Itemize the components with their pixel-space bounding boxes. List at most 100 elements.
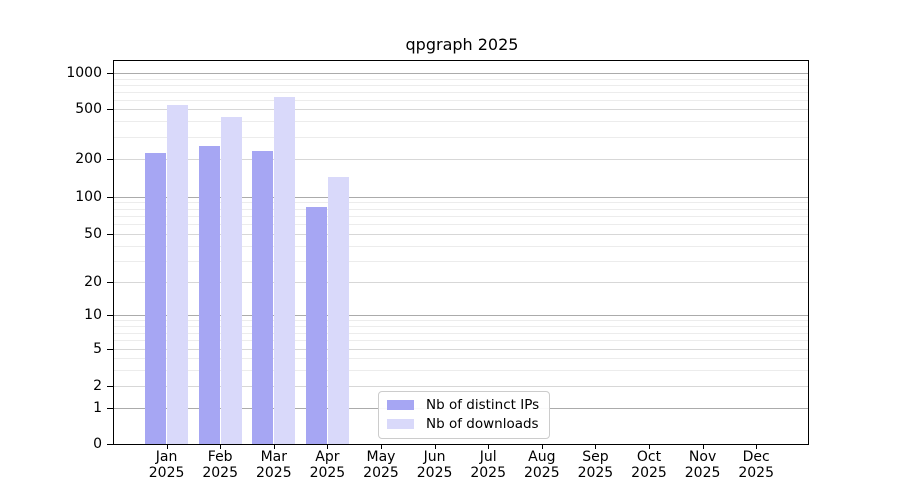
x-tick-mark bbox=[542, 444, 543, 449]
x-tick-month: Apr bbox=[315, 449, 340, 465]
x-tick-mark bbox=[595, 444, 596, 449]
legend-label-distinct-ips: Nb of distinct IPs bbox=[426, 397, 540, 413]
bar-distinct-ips-jan bbox=[145, 153, 167, 444]
x-tick-month: Jan bbox=[155, 449, 178, 465]
gridline-major bbox=[114, 234, 808, 235]
x-tick-month: Jun bbox=[423, 449, 446, 465]
x-tick-year: 2025 bbox=[148, 465, 185, 481]
y-tick-label: 10 bbox=[84, 307, 102, 324]
x-tick-year: 2025 bbox=[631, 465, 667, 481]
y-tick-label: 1 bbox=[93, 400, 102, 417]
legend: Nb of distinct IPs Nb of downloads bbox=[378, 391, 551, 439]
x-tick-year: 2025 bbox=[309, 465, 346, 481]
gridline-minor bbox=[114, 78, 808, 80]
x-tick-mark bbox=[167, 444, 168, 449]
x-tick-month: May bbox=[366, 449, 396, 465]
gridline-minor bbox=[114, 91, 808, 93]
x-tick-mark bbox=[756, 444, 757, 449]
x-tick-mark bbox=[274, 444, 275, 449]
legend-label-downloads: Nb of downloads bbox=[426, 416, 539, 432]
x-tick-year: 2025 bbox=[684, 465, 721, 481]
x-tick-mark bbox=[488, 444, 489, 449]
gridline-minor bbox=[114, 224, 808, 226]
x-tick-label-nov: Nov 2025 bbox=[671, 449, 735, 481]
x-tick-month: Sep bbox=[582, 449, 609, 465]
gridline-minor bbox=[114, 137, 808, 139]
chart-title: qpgraph 2025 bbox=[405, 35, 519, 54]
x-tick-mark bbox=[327, 444, 328, 449]
y-tick-label: 50 bbox=[84, 226, 102, 242]
y-tick-mark bbox=[107, 408, 114, 409]
y-tick-mark bbox=[107, 197, 114, 198]
x-tick-label-apr: Apr 2025 bbox=[295, 449, 359, 481]
gridline-minor bbox=[114, 99, 808, 101]
bar-downloads-jan bbox=[167, 104, 189, 444]
x-tick-month: Feb bbox=[207, 449, 233, 465]
x-tick-mark bbox=[649, 444, 650, 449]
x-tick-month: Aug bbox=[528, 449, 556, 465]
bar-distinct-ips-apr bbox=[305, 207, 327, 444]
y-tick-label: 500 bbox=[75, 101, 102, 118]
bar-downloads-mar bbox=[274, 96, 296, 444]
gridline-major bbox=[114, 196, 808, 198]
gridline-major bbox=[114, 385, 808, 387]
y-tick-label: 100 bbox=[75, 188, 102, 205]
x-tick-mark bbox=[220, 444, 221, 449]
gridline-minor bbox=[114, 260, 808, 262]
x-tick-month: Jul bbox=[479, 449, 497, 465]
bar-distinct-ips-mar bbox=[252, 150, 274, 444]
gridline-major bbox=[114, 281, 808, 283]
x-tick-mark bbox=[435, 444, 436, 449]
y-tick-label: 1000 bbox=[66, 65, 102, 82]
bar-downloads-apr bbox=[327, 177, 349, 444]
x-tick-label-jul: Jul 2025 bbox=[456, 449, 520, 481]
y-tick-mark bbox=[107, 234, 114, 235]
x-tick-year: 2025 bbox=[363, 465, 399, 481]
bar-distinct-ips-feb bbox=[198, 145, 220, 444]
gridline-minor bbox=[114, 369, 808, 371]
y-tick-label: 5 bbox=[93, 341, 102, 358]
y-tick-mark bbox=[107, 315, 114, 316]
gridline-major bbox=[114, 73, 808, 75]
x-tick-year: 2025 bbox=[470, 465, 506, 481]
x-tick-year: 2025 bbox=[255, 465, 292, 481]
legend-item-downloads: Nb of downloads bbox=[387, 416, 539, 432]
x-tick-month: Oct bbox=[636, 449, 662, 465]
x-tick-year: 2025 bbox=[202, 465, 238, 481]
gridline-minor bbox=[114, 320, 808, 322]
y-tick-label: 0 bbox=[93, 436, 102, 452]
legend-item-distinct-ips: Nb of distinct IPs bbox=[387, 397, 539, 413]
y-tick-label: 2 bbox=[93, 377, 102, 394]
x-tick-year: 2025 bbox=[577, 465, 614, 481]
x-tick-year: 2025 bbox=[416, 465, 453, 481]
gridline-minor bbox=[114, 326, 808, 328]
gridline-major bbox=[114, 315, 808, 317]
y-tick-mark bbox=[107, 282, 114, 283]
y-tick-mark bbox=[107, 109, 114, 110]
x-tick-label-jan: Jan 2025 bbox=[135, 449, 199, 481]
gridline-minor bbox=[114, 340, 808, 342]
legend-swatch-downloads bbox=[387, 419, 414, 429]
x-tick-year: 2025 bbox=[523, 465, 560, 481]
x-tick-mark bbox=[381, 444, 382, 449]
y-tick-mark bbox=[107, 386, 114, 387]
y-tick-mark bbox=[107, 349, 114, 350]
gridline-minor bbox=[114, 84, 808, 86]
gridline-minor bbox=[114, 215, 808, 217]
gridline-major bbox=[114, 349, 808, 351]
x-tick-label-oct: Oct 2025 bbox=[617, 449, 681, 481]
y-tick-mark bbox=[107, 73, 114, 74]
plot-area: Nb of distinct IPs Nb of downloads bbox=[113, 60, 809, 445]
gridline-minor bbox=[114, 208, 808, 210]
gridline-minor bbox=[114, 332, 808, 334]
legend-swatch-distinct-ips bbox=[387, 400, 414, 410]
gridline-major bbox=[114, 159, 808, 161]
y-tick-label: 200 bbox=[75, 151, 102, 168]
x-tick-label-may: May 2025 bbox=[349, 449, 413, 481]
x-tick-label-sep: Sep 2025 bbox=[563, 449, 627, 481]
x-tick-year: 2025 bbox=[738, 465, 774, 481]
bar-downloads-feb bbox=[220, 116, 242, 444]
x-tick-label-dec: Dec 2025 bbox=[724, 449, 788, 481]
gridline-minor bbox=[114, 121, 808, 123]
